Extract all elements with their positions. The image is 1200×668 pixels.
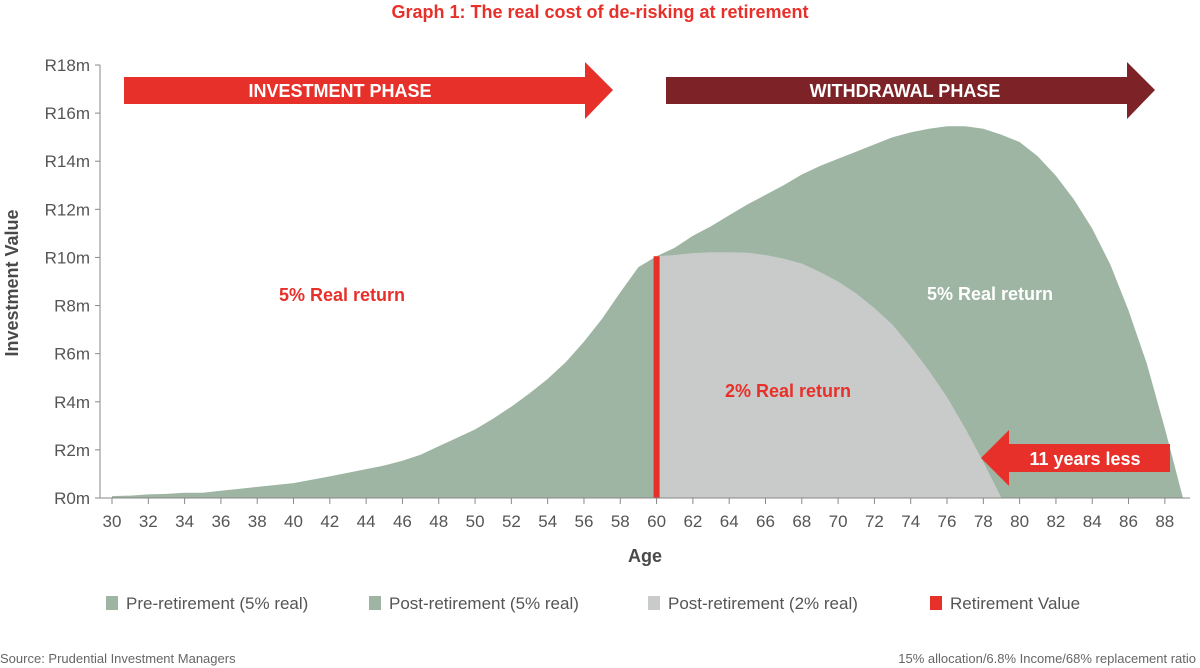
x-tick-label: 54 (538, 512, 557, 531)
x-tick-label: 40 (284, 512, 303, 531)
y-tick-label: R10m (45, 248, 90, 267)
x-tick-label: 64 (720, 512, 739, 531)
years-less-label: 11 years less (1029, 449, 1140, 469)
withdrawal-phase-arrow: WITHDRAWAL PHASE (666, 62, 1155, 119)
x-tick-label: 36 (211, 512, 230, 531)
x-tick-label: 80 (1010, 512, 1029, 531)
legend: Pre-retirement (5% real) Post-retirement … (106, 594, 1080, 613)
x-tick-label: 56 (575, 512, 594, 531)
x-tick-label: 50 (466, 512, 485, 531)
x-tick-label: 42 (320, 512, 339, 531)
x-tick-label: 60 (647, 512, 666, 531)
x-tick-label: 74 (901, 512, 920, 531)
x-tick-label: 76 (938, 512, 957, 531)
x-tick-label: 48 (429, 512, 448, 531)
chart-title: Graph 1: The real cost of de-risking at … (391, 2, 808, 22)
withdrawal-phase-label: WITHDRAWAL PHASE (810, 81, 1001, 101)
x-tick-label: 72 (865, 512, 884, 531)
derisk-return-label: 2% Real return (725, 381, 851, 401)
legend-label: Retirement Value (950, 594, 1080, 613)
y-axis-ticks: R0m R2m R4m R6m R8m R10m R12m R14m R16m R18m (45, 56, 100, 508)
y-tick-label: R8m (54, 297, 90, 316)
years-less-arrow: 11 years less (981, 430, 1170, 486)
x-tick-label: 52 (502, 512, 521, 531)
x-tick-label: 38 (248, 512, 267, 531)
legend-swatch (106, 596, 118, 610)
x-tick-label: 68 (792, 512, 811, 531)
legend-label: Pre-retirement (5% real) (126, 594, 308, 613)
x-tick-label: 62 (683, 512, 702, 531)
x-tick-label: 44 (357, 512, 376, 531)
x-tick-label: 34 (175, 512, 194, 531)
legend-label: Post-retirement (2% real) (668, 594, 858, 613)
x-tick-label: 78 (974, 512, 993, 531)
y-tick-label: R2m (54, 441, 90, 460)
pre-retirement-return-label: 5% Real return (279, 285, 405, 305)
legend-label: Post-retirement (5% real) (389, 594, 579, 613)
x-tick-label: 84 (1083, 512, 1102, 531)
x-tick-label: 32 (139, 512, 158, 531)
assumptions-note: 15% allocation/6.8% Income/68% replaceme… (898, 651, 1196, 666)
x-tick-label: 46 (393, 512, 412, 531)
marker-layer (653, 256, 660, 498)
y-tick-label: R0m (54, 489, 90, 508)
x-tick-label: 82 (1046, 512, 1065, 531)
x-tick-label: 58 (611, 512, 630, 531)
legend-swatch (369, 596, 381, 610)
retirement-value-marker (653, 256, 660, 498)
y-tick-label: R14m (45, 152, 90, 171)
legend-swatch (648, 596, 660, 610)
y-tick-label: R6m (54, 345, 90, 364)
area-series-2 (656, 252, 1002, 498)
x-tick-label: 70 (829, 512, 848, 531)
y-tick-label: R16m (45, 104, 90, 123)
investment-phase-label: INVESTMENT PHASE (248, 81, 431, 101)
y-axis-title: Investment Value (2, 209, 22, 356)
y-tick-label: R18m (45, 56, 90, 75)
x-axis-ticks: 30 32 34 36 38 40 42 44 46 48 50 52 54 56 58 60 62 64 66 68… (103, 498, 1174, 531)
y-tick-label: R12m (45, 200, 90, 219)
investment-phase-arrow: INVESTMENT PHASE (124, 62, 613, 119)
x-tick-label: 30 (103, 512, 122, 531)
chart-areas (112, 126, 1183, 499)
legend-swatch (930, 596, 942, 610)
x-tick-label: 88 (1155, 512, 1174, 531)
x-tick-label: 86 (1119, 512, 1138, 531)
y-tick-label: R4m (54, 393, 90, 412)
area-series-0 (112, 256, 657, 498)
source-note: Source: Prudential Investment Managers (0, 651, 236, 666)
x-tick-label: 66 (756, 512, 775, 531)
x-axis-title: Age (628, 546, 662, 566)
post-retirement-return-label: 5% Real return (927, 284, 1053, 304)
